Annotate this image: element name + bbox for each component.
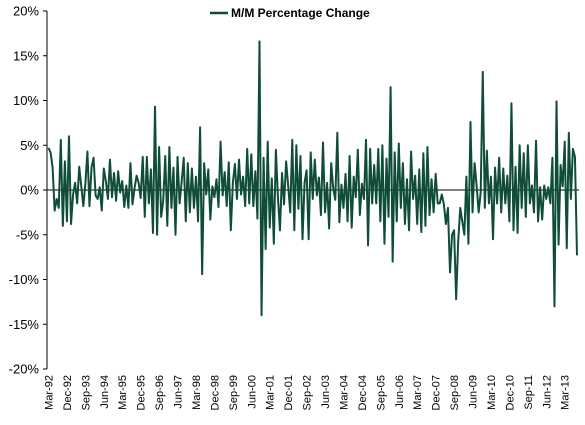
x-tick-label: Jun-03 (320, 375, 332, 409)
x-tick-label: Mar-04 (338, 375, 350, 410)
x-tick-label: Dec-92 (62, 375, 74, 410)
x-tick-label: Mar-98 (191, 375, 203, 410)
x-tick-label: Sep-99 (228, 375, 240, 410)
x-tick-label: Dec-07 (431, 375, 443, 410)
x-tick-label: Jun-12 (541, 375, 553, 409)
x-tick-label: Dec-04 (357, 375, 369, 410)
x-tick-label: Sep-05 (375, 375, 387, 410)
x-tick-label: Mar-95 (117, 375, 129, 410)
x-tick-label: Mar-07 (412, 375, 424, 410)
x-tick-label: Jun-97 (173, 375, 185, 409)
x-tick-label: Sep-11 (523, 375, 535, 410)
x-tick-label: Dec-98 (209, 375, 221, 410)
x-tick-label: Jun-06 (394, 375, 406, 409)
series-line (47, 40, 578, 317)
legend: M/M Percentage Change (210, 6, 370, 20)
y-tick-label: -20% (9, 362, 40, 377)
y-tick-label: -10% (9, 272, 40, 287)
x-tick-label: Dec-01 (283, 375, 295, 410)
x-tick-label: Dec-10 (504, 375, 516, 410)
y-tick-label: -5% (16, 227, 40, 242)
x-tick-label: Jun-09 (468, 375, 480, 409)
x-tick-label: Jun-00 (246, 375, 258, 409)
series-lines (47, 40, 578, 317)
y-tick-label: 0% (20, 183, 39, 198)
x-tick-label: Sep-02 (302, 375, 314, 410)
y-axis: 20% 15% 10% 5% 0% -5% -10% -15% -20% (9, 4, 48, 377)
x-tick-label: Sep-93 (80, 375, 92, 410)
y-tick-label: 15% (13, 48, 39, 63)
y-tick-label: 10% (13, 93, 39, 108)
x-tick-label: Mar-92 (44, 375, 56, 410)
x-tick-label: Sep-08 (449, 375, 461, 410)
x-tick-label: Sep-96 (154, 375, 166, 410)
x-tick-label: Dec-95 (136, 375, 148, 410)
y-tick-label: 5% (20, 138, 39, 153)
x-tick-label: Jun-94 (99, 375, 111, 409)
legend-label: M/M Percentage Change (231, 6, 370, 20)
y-tick-label: -15% (9, 317, 40, 332)
x-tick-label: Mar-10 (486, 375, 498, 410)
x-tick-label: Mar-13 (560, 375, 572, 410)
x-axis: Mar-92 Dec-92 Sep-93 Jun-94 Mar-95 Dec-95 Sep-… (44, 189, 579, 410)
y-tick-label: 20% (13, 4, 39, 19)
x-tick-label: Mar-01 (265, 375, 277, 410)
